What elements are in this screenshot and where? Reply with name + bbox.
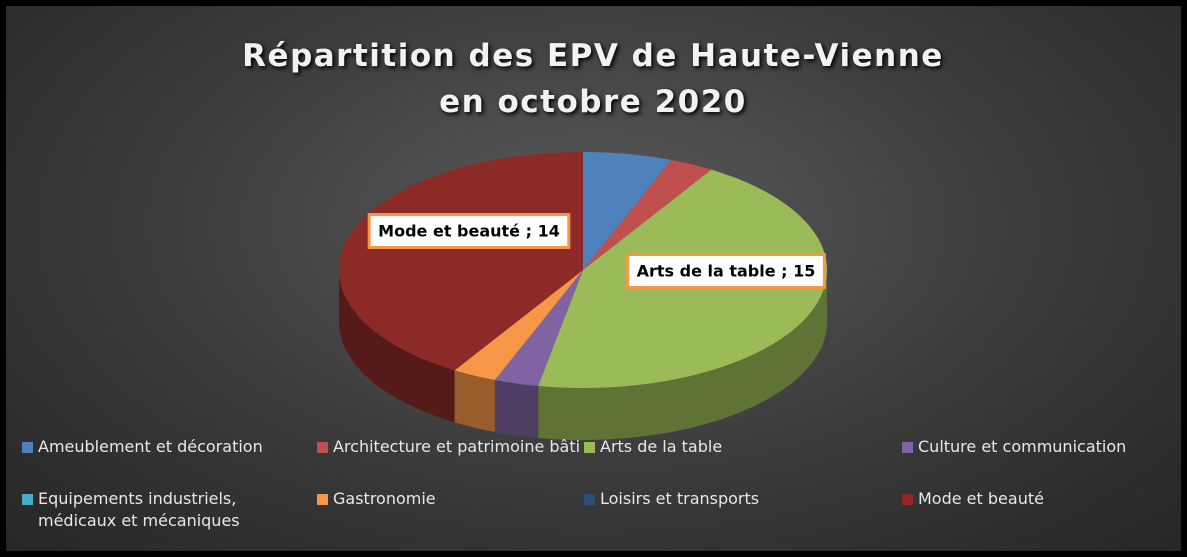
slice xyxy=(454,270,583,381)
plot: Répartition des EPV de Haute-Vienne en o… xyxy=(242,38,944,440)
legend-label: Equipements industriels, médicaux et méc… xyxy=(38,489,240,530)
legend-swatch xyxy=(22,442,33,453)
chart-subtitle: en octobre 2020 xyxy=(439,84,747,120)
legend-entry: Culture et communication xyxy=(900,436,1187,458)
legend-label: Ameublement et décoration xyxy=(38,437,263,456)
legend-swatch xyxy=(584,442,595,453)
legend-label: Culture et communication xyxy=(918,437,1127,456)
slice xyxy=(494,270,583,386)
slice xyxy=(583,159,712,270)
data-label-box xyxy=(367,213,571,249)
slice-side xyxy=(339,270,455,423)
legend-entry: Ameublement et décoration xyxy=(20,436,328,458)
legend-entry: Arts de la table xyxy=(582,436,890,458)
data-label-box xyxy=(626,253,826,289)
legend-swatch xyxy=(317,494,328,505)
legend-swatch xyxy=(584,494,595,505)
top-layer xyxy=(339,152,827,388)
legend-swatch xyxy=(22,494,33,505)
legend-label: Arts de la table xyxy=(600,437,723,456)
slice xyxy=(583,152,672,270)
legend-entry: Equipements industriels, médicaux et méc… xyxy=(20,488,288,532)
legend-entry: Architecture et patrimoine bâti xyxy=(315,436,623,458)
legend-label: Gastronomie xyxy=(333,489,436,508)
chart-title: Répartition des EPV de Haute-Vienne xyxy=(242,38,944,74)
legend-label: Loisirs et transports xyxy=(600,489,760,508)
legend-swatch xyxy=(317,442,328,453)
slice-side xyxy=(538,270,827,440)
data-label: Mode et beauté ; 14 xyxy=(378,222,560,241)
legend-entry: Mode et beauté xyxy=(900,488,1187,510)
legend-entry: Loisirs et transports xyxy=(582,488,890,510)
legend-label: Mode et beauté xyxy=(918,489,1044,508)
slice-side xyxy=(454,370,495,433)
slice xyxy=(339,152,583,371)
slice-side xyxy=(494,380,539,438)
side-layer xyxy=(339,270,827,440)
legend-swatch xyxy=(902,442,913,453)
legend-swatch xyxy=(902,494,913,505)
legend-entry: Gastronomie xyxy=(315,488,623,510)
chart-area: Répartition des EPV de Haute-Vienne en o… xyxy=(6,6,1181,551)
legend-label: Architecture et patrimoine bâti xyxy=(333,437,581,456)
data-label: Arts de la table ; 15 xyxy=(637,262,816,281)
